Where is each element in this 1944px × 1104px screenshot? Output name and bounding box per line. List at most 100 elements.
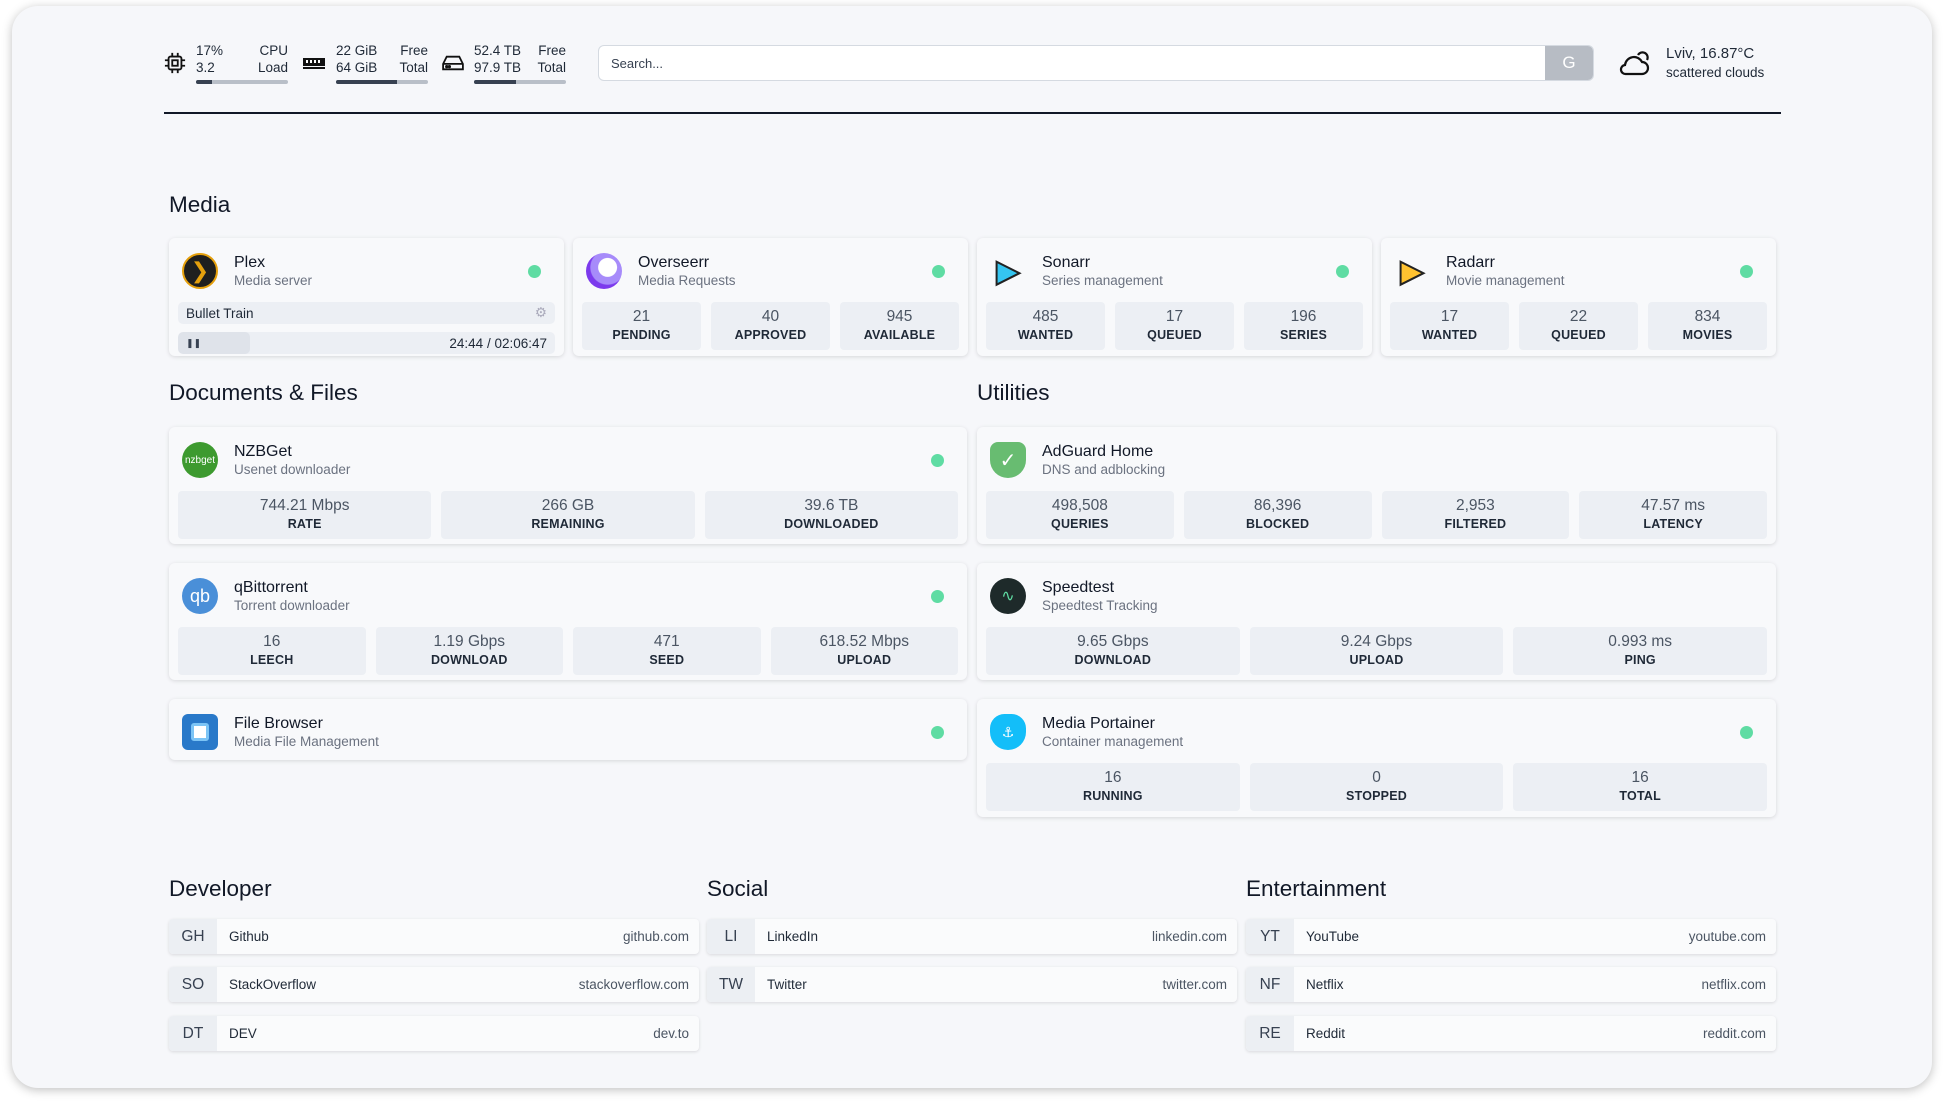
service-card-media-portainer[interactable]: ⚓ Media Portainer Container management 16 RU…: [977, 699, 1776, 817]
service-card-adguard-home[interactable]: ✓ AdGuard Home DNS and adblocking 498,508 QU…: [977, 427, 1776, 544]
settings-icon[interactable]: ⚙: [534, 305, 547, 320]
service-subtitle: Speedtest Tracking: [1042, 597, 1158, 613]
stat-label: WANTED: [1421, 328, 1478, 342]
stat-stopped: 0 STOPPED: [1249, 763, 1504, 811]
stat-value: 47.57 ms: [1641, 497, 1705, 514]
service-subtitle: DNS and adblocking: [1042, 461, 1166, 477]
disk-total: 97.9 TB: [474, 60, 522, 75]
search-input[interactable]: [599, 55, 1545, 71]
section-heading-media: Media: [169, 192, 231, 217]
disk-widget: 52.4 TB Free 97.9 TB Total: [442, 42, 566, 84]
free-label: Free: [400, 43, 428, 58]
stat-label: DOWNLOAD: [430, 653, 508, 667]
disk-free: 52.4 TB: [474, 43, 522, 58]
service-card-nzbget[interactable]: nzbget NZBGet Usenet downloader 744.21 Mbps…: [169, 427, 967, 544]
ram-total: 64 GiB: [336, 60, 378, 75]
bookmark-url: netflix.com: [1701, 977, 1766, 992]
service-card-radarr[interactable]: ▶ Radarr Movie management 17 WANTED 22 QUEUED 8…: [1381, 238, 1776, 356]
service-card-plex[interactable]: ❯ Plex Media server Bullet Train ⚙ ❚❚ 24:44 / …: [169, 238, 564, 356]
bookmark-url: linkedin.com: [1151, 929, 1227, 944]
service-title: NZBGet: [234, 442, 292, 460]
bookmark-url: dev.to: [653, 1026, 689, 1041]
bookmark-url: twitter.com: [1162, 977, 1227, 992]
stat-label: LEECH: [250, 653, 294, 667]
stat-value: 618.52 Mbps: [819, 633, 910, 650]
now-playing-title-row: Bullet Train ⚙: [178, 302, 555, 324]
card-header: ▶ Radarr Movie management: [1390, 248, 1767, 294]
service-subtitle: Media server: [234, 272, 313, 288]
stat-wanted: 485 WANTED: [986, 302, 1105, 350]
card-text: AdGuard Home DNS and adblocking: [1042, 442, 1165, 479]
weather-widget: Lviv, 16.87°C scattered clouds: [1618, 44, 1764, 82]
stat-available: 945 AVAILABLE: [840, 302, 959, 350]
section-heading-developer: Developer: [169, 876, 272, 901]
card-text: Sonarr Series management: [1042, 253, 1163, 290]
header-divider: [164, 112, 1781, 114]
cpu-load: 3.2: [196, 60, 215, 75]
overseerr-icon: [586, 253, 622, 289]
bookmark-url: stackoverflow.com: [578, 977, 689, 992]
search-bar: G: [598, 45, 1594, 81]
playback-progress-fill: [178, 332, 250, 354]
stat-value: 0: [1372, 769, 1381, 786]
stat-value: 9.24 Gbps: [1340, 633, 1413, 650]
stat-approved: 40 APPROVED: [711, 302, 830, 350]
stat-label: UPLOAD: [837, 653, 892, 667]
plex-icon: ❯: [182, 253, 218, 289]
stat-label: QUERIES: [1051, 517, 1109, 531]
stat-wanted: 17 WANTED: [1390, 302, 1509, 350]
weather-location-temp: Lviv, 16.87°C: [1666, 45, 1755, 62]
bookmark-twitter[interactable]: TW Twitter twitter.com: [707, 967, 1237, 1002]
status-online-indicator: [1740, 726, 1753, 739]
service-card-sonarr[interactable]: ▶ Sonarr Series management 485 WANTED 17 QUEUE…: [977, 238, 1372, 356]
stat-leech: 16 LEECH: [178, 627, 366, 675]
stats-row: 744.21 Mbps RATE 266 GB REMAINING 39.6 TB DOW…: [178, 491, 958, 539]
pause-icon[interactable]: ❚❚: [186, 337, 202, 348]
radarr-icon: ▶: [1399, 254, 1424, 289]
stats-row: 498,508 QUERIES 86,396 BLOCKED 2,953 FILTERED…: [986, 491, 1767, 539]
bookmark-dev[interactable]: DT DEV dev.to: [169, 1016, 699, 1051]
stats-row: 485 WANTED 17 QUEUED 196 SERIES: [986, 302, 1363, 350]
service-card-overseerr[interactable]: Overseerr Media Requests 21 PENDING 40 APPROV…: [573, 238, 968, 356]
cpu-label: CPU: [259, 43, 288, 58]
bookmark-abbr-icon: YT: [1246, 919, 1294, 954]
bookmark-linkedin[interactable]: LI LinkedIn linkedin.com: [707, 919, 1237, 954]
bookmark-reddit[interactable]: RE Reddit reddit.com: [1246, 1016, 1776, 1051]
stat-queries: 498,508 QUERIES: [986, 491, 1174, 539]
bookmark-youtube[interactable]: YT YouTube youtube.com: [1246, 919, 1776, 954]
stat-total: 16 TOTAL: [1513, 763, 1768, 811]
stat-download: 1.19 Gbps DOWNLOAD: [375, 627, 563, 675]
hard-drive-icon: [442, 55, 464, 71]
stat-value: 22: [1569, 308, 1588, 325]
service-card-file-browser[interactable]: File Browser Media File Management: [169, 699, 967, 760]
bookmark-url: youtube.com: [1688, 929, 1766, 944]
stat-value: 266 GB: [541, 497, 595, 514]
bookmark-name: Github: [229, 929, 269, 944]
bookmark-name: LinkedIn: [767, 929, 819, 944]
status-online-indicator: [931, 590, 944, 603]
stat-value: 17: [1165, 308, 1184, 325]
bookmark-abbr-icon: DT: [169, 1016, 217, 1051]
status-online-indicator: [931, 726, 944, 739]
card-text: Overseerr Media Requests: [638, 253, 736, 290]
cpu-widget: 17% CPU 3.2 Load: [164, 42, 288, 84]
bookmark-url: reddit.com: [1702, 1026, 1766, 1041]
service-card-speedtest[interactable]: ∿ Speedtest Speedtest Tracking 9.65 Gbps DOW…: [977, 563, 1776, 680]
dashboard-frame: [12, 6, 1932, 1088]
stat-label: QUEUED: [1147, 328, 1202, 342]
playback-time: 24:44 / 02:06:47: [449, 335, 547, 351]
google-search-button[interactable]: G: [1545, 46, 1593, 80]
speedtest-icon: ∿: [990, 578, 1026, 614]
stat-upload: 618.52 Mbps UPLOAD: [770, 627, 958, 675]
sonarr-icon: ▶: [995, 254, 1020, 289]
bookmark-stackoverflow[interactable]: SO StackOverflow stackoverflow.com: [169, 967, 699, 1002]
bookmark-netflix[interactable]: NF Netflix netflix.com: [1246, 967, 1776, 1002]
stat-value: 17: [1440, 308, 1459, 325]
stat-label: LATENCY: [1643, 517, 1703, 531]
service-card-qbittorrent[interactable]: qb qBittorrent Torrent downloader 16 LEECH 1.…: [169, 563, 967, 680]
stats-row: 16 LEECH 1.19 Gbps DOWNLOAD 471 SEED 618.52 Mb…: [178, 627, 958, 675]
bookmark-github[interactable]: GH Github github.com: [169, 919, 699, 954]
stat-value: 945: [886, 308, 913, 325]
card-header: ✓ AdGuard Home DNS and adblocking: [986, 437, 1767, 483]
service-subtitle: Media Requests: [638, 272, 736, 288]
